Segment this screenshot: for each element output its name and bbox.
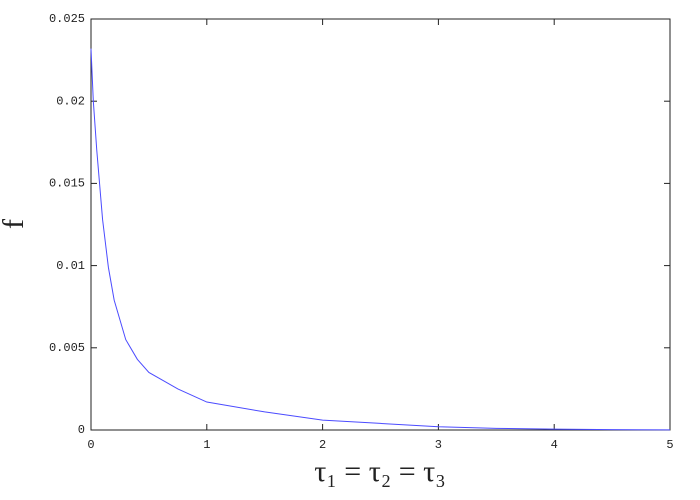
y-axis-title: f xyxy=(0,219,30,229)
x-tick-label: 5 xyxy=(666,438,673,452)
data-line xyxy=(90,48,671,431)
x-tick-label: 0 xyxy=(87,438,94,452)
x-tick-label: 2 xyxy=(319,438,326,452)
x-tick-label: 4 xyxy=(551,438,558,452)
y-tick-label: 0.01 xyxy=(56,259,85,273)
y-tick-label: 0 xyxy=(78,423,85,437)
x-tick-label: 3 xyxy=(435,438,442,452)
y-tick-label: 0.015 xyxy=(49,177,85,191)
y-tick-label: 0.005 xyxy=(49,341,85,355)
x-axis-title: τ₁ = τ₂ = τ₃ xyxy=(314,455,445,488)
y-tick-label: 0.02 xyxy=(56,94,85,108)
x-tick-label: 1 xyxy=(203,438,210,452)
y-tick-label: 0.025 xyxy=(49,12,85,26)
plot-border xyxy=(90,18,671,431)
